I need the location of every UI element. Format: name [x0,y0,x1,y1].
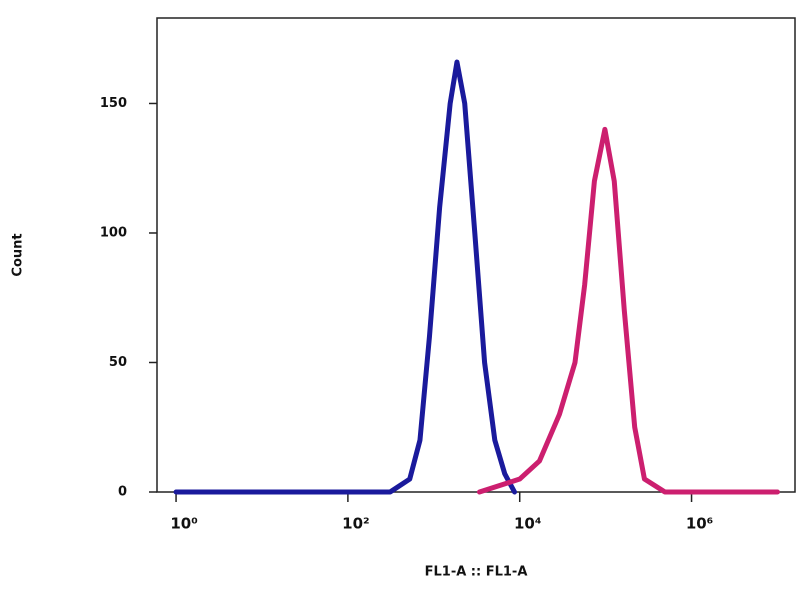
x-tick-label: 10⁰ [170,515,197,533]
y-tick-label: 150 [100,96,127,111]
histogram-line [476,126,780,495]
y-tick-label: 100 [100,225,127,240]
x-tick-label: 10⁴ [514,515,541,533]
x-tick-label: 10⁶ [686,515,713,533]
x-axis-label: FL1-A :: FL1-A [425,565,528,580]
histogram-line [173,59,518,495]
x-tick-label: 10² [342,515,369,533]
y-axis-label: Count [11,233,26,276]
y-tick-label: 50 [109,355,127,370]
y-tick-label: 0 [118,485,127,500]
